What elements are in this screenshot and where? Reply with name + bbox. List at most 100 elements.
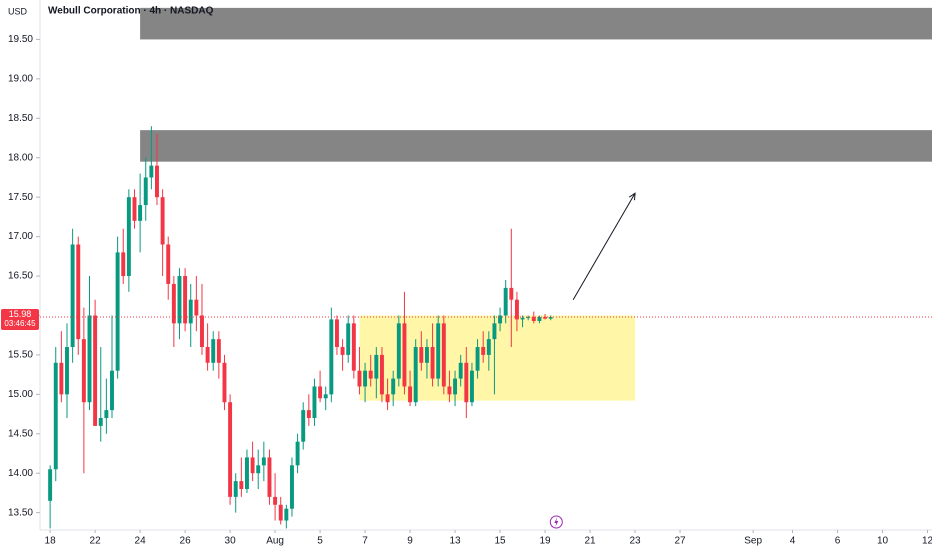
candle-body <box>126 197 131 277</box>
x-tick-label: 26 <box>180 536 192 547</box>
candle-body <box>143 177 148 206</box>
price-axis-bg <box>0 0 40 550</box>
candle-body <box>228 402 233 497</box>
candle-body <box>475 347 480 371</box>
candle-body <box>278 504 283 521</box>
candle-body <box>160 197 165 245</box>
chart-title: Webull Corporation · 4h · NASDAQ <box>48 6 214 17</box>
candle-body <box>222 362 227 403</box>
candle-body <box>121 252 126 277</box>
candle-body <box>520 317 525 320</box>
event-bolt <box>554 517 559 527</box>
candle-body <box>408 386 413 403</box>
candle-body <box>188 299 193 324</box>
candle-body <box>492 323 497 340</box>
y-tick-label: 18.00 <box>8 152 33 163</box>
candle-body <box>245 457 249 489</box>
price-label-bg <box>1 309 39 331</box>
x-tick-label: 19 <box>539 536 551 547</box>
candle-body <box>346 323 351 355</box>
candle-body <box>469 370 474 403</box>
candle-body <box>183 276 188 324</box>
y-tick-label: 17.50 <box>8 192 33 203</box>
candle-body <box>104 410 109 419</box>
y-tick-label: 13.50 <box>8 507 33 518</box>
candle-body <box>81 339 86 403</box>
candle-body <box>543 317 548 319</box>
candle-body <box>155 165 159 198</box>
candle-body <box>200 315 204 348</box>
candle-body <box>166 244 171 284</box>
candle-body <box>357 370 362 387</box>
candle-body <box>70 244 75 348</box>
y-tick-label: 14.50 <box>8 428 33 439</box>
y-tick-label: 15.50 <box>8 350 33 361</box>
last-price-label: 15.98 <box>9 309 32 319</box>
candle-body <box>509 287 514 300</box>
candle-body <box>424 347 429 363</box>
x-tick-label: 30 <box>225 536 237 547</box>
candle-body <box>239 481 244 489</box>
candle-body <box>514 299 519 320</box>
candle-body <box>441 323 446 387</box>
candle-body <box>498 315 503 324</box>
candle-body <box>486 339 491 355</box>
candle-body <box>531 317 536 321</box>
candle-body <box>205 347 210 363</box>
candle-body <box>256 465 261 474</box>
candle-body <box>132 197 137 221</box>
candle-body <box>351 323 356 371</box>
candle-body <box>65 347 69 395</box>
candle-body <box>312 386 317 419</box>
candle-body <box>430 347 435 379</box>
x-tick-label: 4 <box>790 536 796 547</box>
zone <box>140 130 932 162</box>
x-tick-label: 5 <box>317 536 323 547</box>
x-tick-label: 22 <box>90 536 102 547</box>
x-tick-label: 6 <box>835 536 841 547</box>
candle-body <box>306 410 311 419</box>
candle-body <box>318 386 323 399</box>
candle-body <box>548 317 553 319</box>
x-tick-label: 18 <box>45 536 57 547</box>
y-tick-label: 15.00 <box>8 389 33 400</box>
candle-body <box>453 378 458 395</box>
x-tick-label: 23 <box>629 536 641 547</box>
candle-body <box>368 370 373 379</box>
x-tick-label: Aug <box>266 536 284 547</box>
x-tick-label: 21 <box>584 536 596 547</box>
candle-body <box>481 347 486 355</box>
x-tick-label: 7 <box>362 536 368 547</box>
candle-body <box>391 378 396 395</box>
candle-body <box>273 496 278 505</box>
x-tick-label: 15 <box>494 536 506 547</box>
x-tick-label: 12 <box>922 536 932 547</box>
y-tick-label: 14.00 <box>8 468 33 479</box>
candle-body <box>301 410 306 442</box>
candle-body <box>48 469 53 501</box>
x-tick-label: 13 <box>450 536 462 547</box>
candle-body <box>413 347 418 403</box>
x-tick-label: 27 <box>674 536 686 547</box>
candle-body <box>458 362 463 379</box>
candle-body <box>447 386 452 395</box>
arrow-head <box>628 192 636 201</box>
candle-body <box>87 315 92 403</box>
candle-body <box>110 370 114 411</box>
x-tick-label: 24 <box>135 536 147 547</box>
y-tick-label: 19.50 <box>8 34 33 45</box>
currency: USD <box>8 6 28 16</box>
candle-body <box>93 315 98 426</box>
candle-body <box>464 362 469 403</box>
candle-body <box>53 362 58 470</box>
candle-body <box>402 323 407 387</box>
trend-arrow <box>572 192 636 300</box>
candle-body <box>363 370 368 387</box>
plot <box>140 7 932 401</box>
candle-body <box>211 339 216 363</box>
candle-body <box>385 394 390 403</box>
candle-body <box>115 252 120 371</box>
candle-body <box>295 441 300 466</box>
candle-body <box>149 165 154 178</box>
